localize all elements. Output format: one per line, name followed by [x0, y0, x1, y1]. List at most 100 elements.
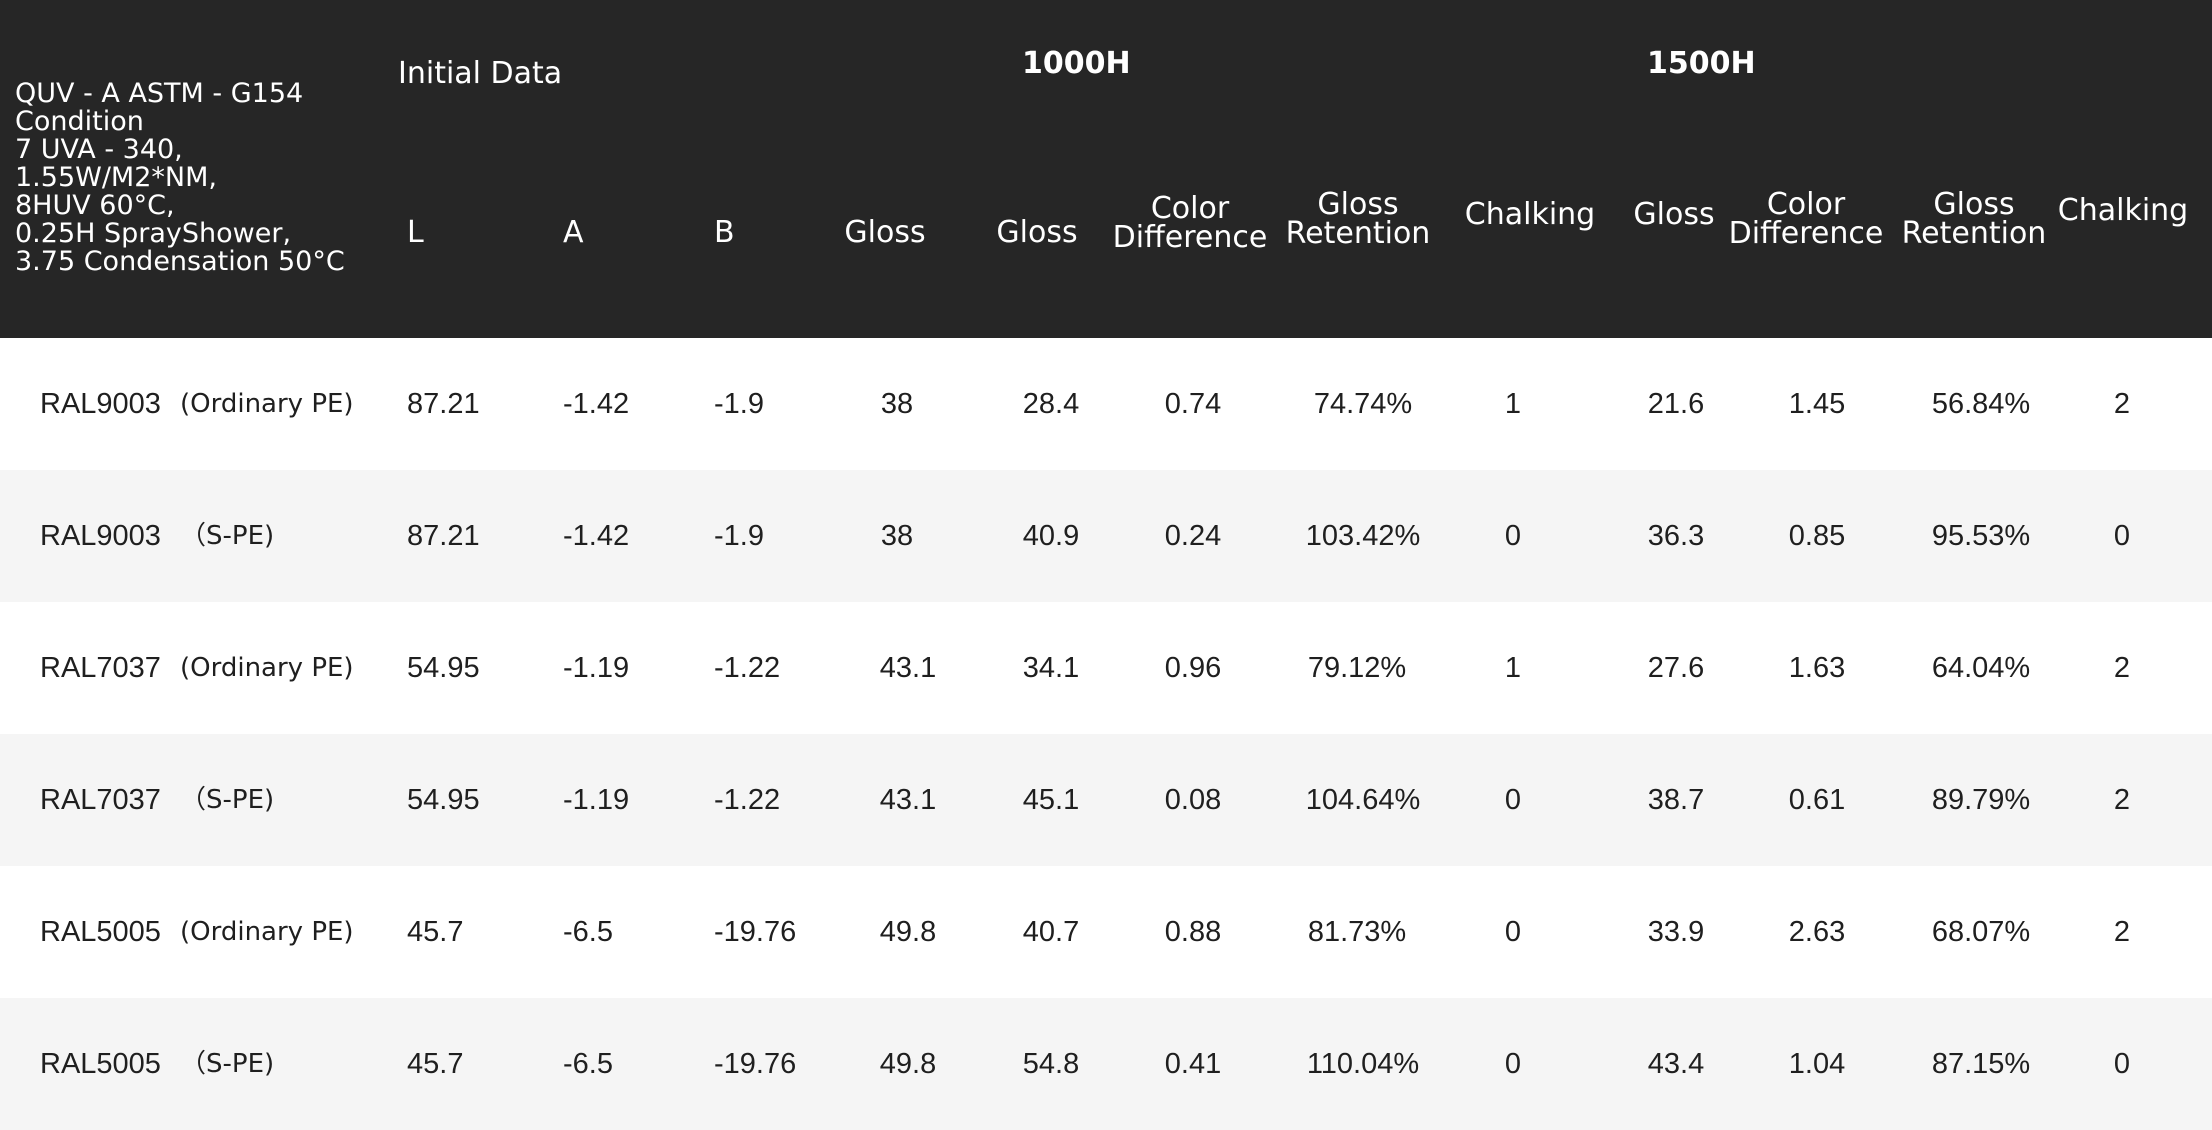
col-header-b: B [714, 215, 735, 250]
condition-line: QUV - A ASTM - G154 [15, 78, 304, 109]
cell-b: -19.76 [714, 916, 797, 948]
cell-a: -1.42 [563, 388, 630, 420]
col-header-l: L [407, 215, 424, 250]
col-header-chalking-1000h: Chalking [1464, 197, 1596, 232]
cell-chalking-1500h: 0 [2113, 1048, 2131, 1080]
cell-gloss-1500h: 21.6 [1647, 388, 1705, 420]
sample-type: (Ordinary PE) [180, 917, 354, 947]
condition-line: 7 UVA - 340, [15, 134, 183, 165]
col-header-line: Difference [1112, 220, 1268, 255]
group-initial-data: Initial Data [398, 56, 563, 91]
cell-gloss-retention-1000h: 103.42% [1305, 520, 1421, 552]
cell-b: -1.22 [714, 652, 781, 684]
col-header-color-difference-1500h: Color Difference [1728, 187, 1884, 251]
cell-chalking-1500h: 2 [2113, 388, 2131, 420]
cell-color-difference-1500h: 0.61 [1788, 784, 1846, 816]
cell-gloss-1000h: 45.1 [1022, 784, 1080, 816]
cell-a: -1.42 [563, 520, 630, 552]
cell-l: 45.7 [407, 1048, 464, 1080]
cell-gloss-initial: 49.8 [879, 1048, 937, 1080]
cell-gloss-1000h: 40.7 [1022, 916, 1080, 948]
cell-gloss-retention-1000h: 74.74% [1313, 388, 1413, 420]
cell-a: -1.19 [563, 652, 630, 684]
sample-type: (Ordinary PE) [180, 653, 354, 683]
cell-gloss-retention-1500h: 56.84% [1931, 388, 2031, 420]
sample-type: （S-PE) [180, 785, 275, 815]
cell-gloss-1500h: 38.7 [1647, 784, 1705, 816]
cell-a: -6.5 [563, 916, 613, 948]
cell-gloss-1500h: 43.4 [1647, 1048, 1705, 1080]
sample-type: （S-PE) [180, 521, 275, 551]
cell-gloss-retention-1000h: 79.12% [1307, 652, 1407, 684]
cell-chalking-1000h: 1 [1504, 388, 1522, 420]
cell-gloss-1000h: 28.4 [1022, 388, 1080, 420]
cell-gloss-retention-1000h: 104.64% [1305, 784, 1421, 816]
cell-l: 54.95 [407, 652, 480, 684]
cell-color-difference-1500h: 1.63 [1788, 652, 1846, 684]
condition-line: 1.55W/M2*NM, [15, 162, 217, 193]
col-header-gloss-1500h: Gloss [1633, 197, 1715, 232]
cell-gloss-initial: 38 [880, 520, 914, 552]
cell-l: 87.21 [407, 388, 480, 420]
cell-color-difference-1500h: 0.85 [1788, 520, 1846, 552]
col-header-line: Gloss [1933, 187, 2015, 222]
sample-code: RAL9003 [40, 520, 161, 552]
cell-gloss-initial: 38 [880, 388, 914, 420]
col-header-line: Color [1766, 187, 1846, 222]
cell-gloss-1000h: 40.9 [1022, 520, 1080, 552]
col-header-a: A [563, 215, 584, 250]
condition-line: Condition [15, 106, 144, 137]
sample-code: RAL9003 [40, 388, 161, 420]
cell-color-difference-1500h: 2.63 [1788, 916, 1846, 948]
col-header-line: Difference [1728, 216, 1884, 251]
col-header-gloss-retention-1000h: Gloss Retention [1285, 190, 1431, 251]
cell-chalking-1000h: 0 [1504, 784, 1522, 816]
cell-a: -6.5 [563, 1048, 613, 1080]
cell-gloss-1000h: 34.1 [1022, 652, 1080, 684]
table-row: RAL7037 （S-PE) 54.95 -1.19 -1.22 43.1 45… [0, 734, 2212, 866]
group-1000h: 1000H [1022, 46, 1131, 81]
cell-b: -1.9 [714, 388, 764, 420]
cell-a: -1.19 [563, 784, 630, 816]
table-header: QUV - A ASTM - G154 Condition 7 UVA - 34… [0, 0, 2212, 338]
col-header-line: Color [1150, 191, 1230, 226]
cell-color-difference-1000h: 0.74 [1164, 388, 1222, 420]
cell-color-difference-1500h: 1.45 [1788, 388, 1846, 420]
cell-color-difference-1000h: 0.08 [1164, 784, 1222, 816]
cell-chalking-1000h: 0 [1504, 916, 1522, 948]
cell-chalking-1500h: 2 [2113, 652, 2131, 684]
group-1500h: 1500H [1647, 46, 1756, 81]
cell-gloss-retention-1500h: 68.07% [1931, 916, 2031, 948]
condition-line: 0.25H SprayShower, [15, 218, 292, 249]
cell-gloss-retention-1500h: 95.53% [1931, 520, 2031, 552]
cell-b: -1.22 [714, 784, 781, 816]
col-header-color-difference-1000h: Color Difference [1112, 191, 1268, 255]
cell-gloss-1500h: 27.6 [1647, 652, 1705, 684]
cell-gloss-retention-1000h: 110.04% [1306, 1048, 1420, 1080]
col-header-gloss-1000h: Gloss [996, 215, 1078, 250]
col-header-line: Retention [1901, 216, 2047, 251]
col-header-line: Retention [1285, 216, 1431, 251]
col-header-chalking-1500h: Chalking [2057, 193, 2189, 228]
cell-chalking-1500h: 2 [2113, 784, 2131, 816]
cell-l: 54.95 [407, 784, 480, 816]
sample-code: RAL5005 [40, 1048, 161, 1080]
condition-line: 3.75 Condensation 50°C [15, 246, 345, 277]
cell-gloss-retention-1500h: 87.15% [1931, 1048, 2031, 1080]
cell-gloss-1500h: 33.9 [1647, 916, 1705, 948]
table-row: RAL9003 (Ordinary PE) 87.21 -1.42 -1.9 3… [0, 338, 2212, 470]
table-row: RAL7037 (Ordinary PE) 54.95 -1.19 -1.22 … [0, 602, 2212, 734]
cell-chalking-1500h: 2 [2113, 916, 2131, 948]
cell-l: 87.21 [407, 520, 480, 552]
test-condition-description: QUV - A ASTM - G154 Condition 7 UVA - 34… [15, 80, 395, 276]
condition-line: 8HUV 60°C, [15, 190, 175, 221]
cell-l: 45.7 [407, 916, 464, 948]
cell-color-difference-1000h: 0.24 [1164, 520, 1222, 552]
cell-b: -19.76 [714, 1048, 797, 1080]
cell-chalking-1000h: 1 [1504, 652, 1522, 684]
table-row: RAL5005 (Ordinary PE) 45.7 -6.5 -19.76 4… [0, 866, 2212, 998]
cell-color-difference-1000h: 0.41 [1164, 1048, 1222, 1080]
cell-chalking-1000h: 0 [1504, 520, 1522, 552]
cell-chalking-1000h: 0 [1504, 1048, 1522, 1080]
